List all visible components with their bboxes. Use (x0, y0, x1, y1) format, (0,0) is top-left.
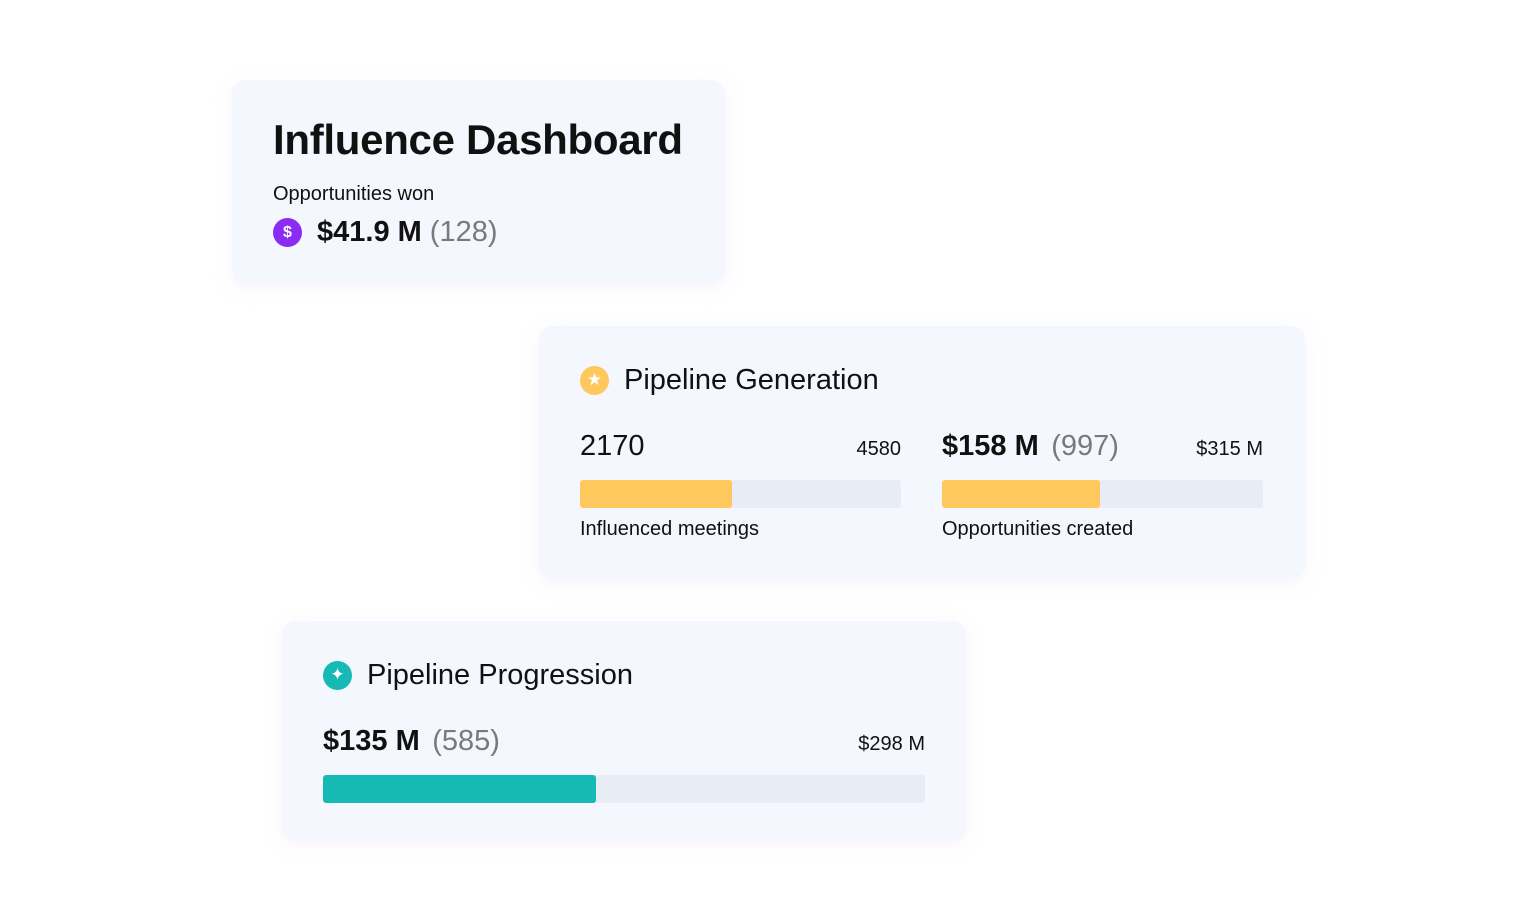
page-title: Influence Dashboard (273, 116, 683, 163)
opportunities-created-caption: Opportunities created (942, 518, 1134, 540)
opportunities-created-progress-fill (942, 480, 1101, 508)
opportunities-created-value: $158 M (942, 430, 1039, 462)
metric-value-line: 2170 (580, 430, 653, 463)
opportunities-won-value: $41.9 M (317, 216, 422, 248)
opportunities-won-count: (128) (429, 216, 498, 248)
pipeline-generation-header: ★ Pipeline Generation (580, 362, 879, 398)
influenced-meetings-max: 4580 (856, 438, 902, 460)
influenced-meetings-metric: 2170 4580 Influenced meetings (580, 430, 901, 541)
opportunities-created-progress-bar (942, 480, 1263, 508)
opportunities-created-metric: $158 M (997) $315 M Opportunities create… (942, 430, 1263, 541)
metric-value-line: $158 M (997) (942, 430, 1119, 463)
pipeline-progression-card: ✦ Pipeline Progression $135 M (585) $298… (282, 621, 966, 840)
metric-value-line: $135 M (585) (323, 725, 500, 758)
pipeline-progression-progress-fill (323, 775, 596, 803)
pipeline-progression-metric: $135 M (585) $298 M (323, 725, 925, 803)
sparkle-icon: ✦ (323, 660, 352, 690)
pipeline-progression-header: ✦ Pipeline Progression (323, 657, 633, 693)
pipeline-generation-card: ★ Pipeline Generation 2170 4580 Influenc… (539, 326, 1305, 579)
influenced-meetings-value: 2170 (580, 430, 645, 462)
opportunities-created-count: (997) (1051, 430, 1119, 462)
pipeline-generation-title: Pipeline Generation (624, 364, 879, 396)
influenced-meetings-progress-bar (580, 480, 901, 508)
pipeline-progression-value: $135 M (323, 725, 420, 757)
star-icon: ★ (580, 365, 609, 395)
pipeline-progression-progress-bar (323, 775, 925, 803)
influenced-meetings-caption: Influenced meetings (580, 518, 760, 540)
influence-dashboard-card: Influence Dashboard Opportunities won $ … (232, 80, 725, 284)
dollar-icon: $ (273, 218, 302, 247)
influenced-meetings-progress-fill (580, 480, 733, 508)
opportunities-won-row: $ $41.9 M (128) (273, 216, 725, 249)
pipeline-progression-count: (585) (432, 725, 500, 757)
pipeline-progression-title: Pipeline Progression (367, 659, 633, 691)
opportunities-created-max: $315 M (1196, 438, 1263, 460)
pipeline-progression-max: $298 M (858, 733, 925, 755)
opportunities-won-label: Opportunities won (273, 183, 435, 205)
